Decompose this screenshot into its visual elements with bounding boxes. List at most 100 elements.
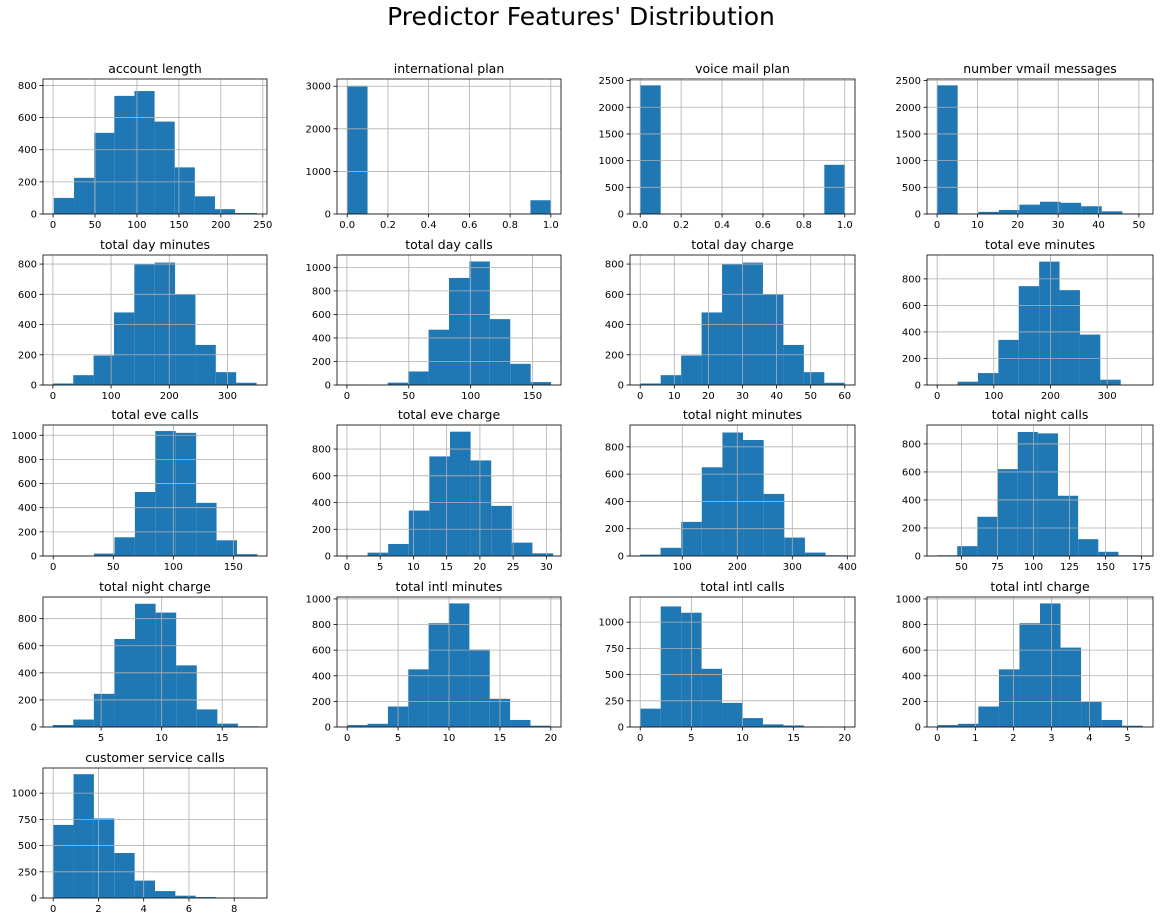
x-tick-label: 15: [216, 733, 229, 744]
x-tick-label: 1.0: [837, 220, 853, 231]
y-tick-label: 750: [605, 644, 624, 655]
histogram-bar: [408, 510, 430, 556]
y-tick-label: 0: [325, 723, 331, 734]
y-tick-label: 200: [605, 350, 624, 361]
histogram-bar: [73, 774, 94, 898]
x-tick-label: 0: [934, 391, 940, 402]
histogram-bar: [1040, 201, 1061, 214]
x-tick-label: 10: [407, 562, 420, 573]
histogram-bar: [1059, 290, 1080, 385]
x-tick-label: 0.2: [380, 220, 396, 231]
x-tick-label: 10: [443, 733, 456, 744]
panel-title: international plan: [394, 61, 505, 76]
histogram-bar: [367, 552, 389, 556]
histogram-bar: [510, 363, 531, 385]
x-tick-label: 50: [107, 562, 120, 573]
histogram-bar: [154, 262, 176, 385]
y-tick-label: 400: [312, 671, 331, 682]
x-tick-label: 0.0: [632, 220, 648, 231]
histogram-bar: [469, 261, 490, 385]
y-tick-label: 1000: [12, 789, 37, 800]
x-tick-label: 50: [402, 391, 415, 402]
x-tick-label: 150: [224, 562, 243, 573]
histogram-bar: [367, 723, 388, 727]
x-tick-label: 40: [1092, 220, 1105, 231]
histogram-bar: [94, 132, 115, 214]
histogram-bar: [722, 702, 743, 727]
histogram-bar: [1060, 647, 1082, 727]
histogram-bar: [491, 505, 512, 556]
y-tick-label: 200: [312, 525, 331, 536]
histogram-bar: [469, 649, 490, 727]
histogram-bar: [235, 213, 257, 214]
axes-frame: [42, 767, 268, 899]
y-tick-label: 2500: [896, 76, 921, 87]
histogram-bar: [743, 440, 764, 556]
histogram-bar: [1057, 495, 1079, 556]
histogram-bar: [236, 382, 257, 385]
y-tick-label: 400: [312, 333, 331, 344]
histogram-bar: [428, 623, 449, 727]
panel-title: total intl minutes: [396, 579, 503, 594]
y-tick-label: 1000: [306, 167, 331, 178]
panel-title: total night charge: [99, 579, 211, 594]
histogram-bar: [175, 895, 196, 898]
histogram-bar: [114, 95, 135, 214]
y-tick-label: 400: [902, 327, 921, 338]
histogram-bar: [195, 897, 217, 898]
histogram-bar: [175, 432, 197, 556]
y-tick-label: 600: [18, 290, 37, 301]
axes-frame: [42, 596, 268, 728]
y-tick-label: 800: [605, 260, 624, 271]
histogram-bar: [73, 375, 94, 385]
y-tick-label: 400: [18, 145, 37, 156]
y-tick-label: 200: [18, 695, 37, 706]
x-tick-label: 200: [1041, 391, 1060, 402]
y-tick-label: 200: [605, 524, 624, 535]
x-tick-label: 30: [1052, 220, 1065, 231]
x-tick-label: 150: [523, 391, 542, 402]
histogram-bar: [530, 200, 551, 214]
axes-frame: [336, 254, 562, 386]
histogram-bar: [957, 546, 978, 556]
histogram-bar: [114, 638, 136, 727]
y-tick-label: 0: [915, 210, 921, 221]
panel-title: number vmail messages: [963, 61, 1117, 76]
y-tick-label: 800: [18, 81, 37, 92]
y-tick-label: 250: [605, 696, 624, 707]
axes-frame: [629, 424, 856, 557]
y-tick-label: 500: [605, 183, 624, 194]
axes-frame: [629, 78, 856, 215]
x-tick-label: 6: [186, 904, 192, 915]
histogram-bar: [824, 382, 845, 385]
y-tick-label: 800: [312, 286, 331, 297]
axes-frame: [926, 254, 1154, 386]
y-tick-label: 1000: [599, 156, 624, 167]
x-tick-label: 50: [89, 220, 102, 231]
histogram-bar: [155, 431, 176, 556]
x-tick-label: 150: [1096, 562, 1115, 573]
histogram-bar: [977, 373, 999, 385]
x-tick-label: 1: [972, 733, 978, 744]
y-tick-label: 0: [31, 723, 37, 734]
x-tick-label: 8: [231, 904, 237, 915]
histogram-bar: [510, 719, 531, 727]
histogram-bar: [784, 537, 805, 556]
x-tick-label: 400: [838, 562, 857, 573]
y-tick-label: 0: [325, 381, 331, 392]
x-tick-label: 5: [377, 562, 383, 573]
x-tick-label: 200: [160, 391, 179, 402]
histogram-bar: [977, 516, 998, 556]
y-tick-label: 400: [902, 495, 921, 506]
x-tick-label: 15: [440, 562, 453, 573]
histogram-bar: [639, 554, 661, 556]
histogram-bar: [701, 467, 723, 556]
histogram-bar: [217, 723, 238, 727]
histogram-bar: [1019, 204, 1040, 214]
x-tick-label: 75: [991, 562, 1004, 573]
histogram-bar: [196, 709, 218, 727]
histogram-bar: [660, 375, 682, 385]
y-tick-label: 2000: [896, 103, 921, 114]
panel-title: total intl charge: [990, 579, 1090, 594]
